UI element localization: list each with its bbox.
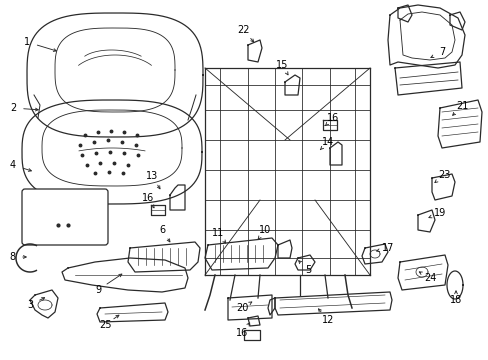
Text: 7: 7 [438, 47, 444, 57]
Text: 16: 16 [326, 113, 339, 123]
Text: 9: 9 [95, 285, 101, 295]
Polygon shape [97, 303, 168, 322]
Text: 25: 25 [99, 320, 111, 330]
Text: 22: 22 [237, 25, 250, 35]
Polygon shape [323, 120, 336, 130]
Polygon shape [361, 244, 387, 264]
Text: 16: 16 [142, 193, 154, 203]
Polygon shape [437, 100, 481, 148]
Polygon shape [417, 210, 434, 232]
Polygon shape [227, 295, 271, 320]
Text: 16: 16 [235, 328, 247, 338]
Text: 3: 3 [27, 300, 33, 310]
Polygon shape [200, 65, 374, 285]
Polygon shape [278, 240, 291, 258]
Text: 8: 8 [9, 252, 15, 262]
Polygon shape [128, 242, 200, 272]
Polygon shape [397, 5, 411, 22]
Text: 21: 21 [455, 101, 467, 111]
Text: 2: 2 [10, 103, 16, 113]
Polygon shape [294, 255, 314, 270]
Polygon shape [22, 100, 202, 204]
Polygon shape [274, 292, 391, 315]
Polygon shape [27, 13, 203, 137]
Polygon shape [285, 75, 299, 95]
Polygon shape [62, 258, 187, 292]
Polygon shape [247, 316, 260, 326]
Polygon shape [449, 12, 464, 30]
Text: 17: 17 [381, 243, 393, 253]
Text: 12: 12 [321, 315, 333, 325]
FancyBboxPatch shape [22, 189, 108, 245]
Polygon shape [151, 205, 164, 215]
Polygon shape [244, 330, 260, 340]
Polygon shape [329, 142, 341, 165]
Text: 23: 23 [437, 170, 449, 180]
Text: 24: 24 [423, 273, 435, 283]
Polygon shape [394, 62, 461, 95]
Text: 19: 19 [433, 208, 445, 218]
Polygon shape [247, 40, 262, 62]
Text: 14: 14 [321, 137, 333, 147]
Polygon shape [267, 298, 274, 315]
Text: 6: 6 [159, 225, 165, 235]
Text: 5: 5 [304, 265, 310, 275]
Text: 1: 1 [24, 37, 30, 47]
Polygon shape [446, 271, 462, 299]
Polygon shape [170, 185, 184, 210]
Text: 11: 11 [211, 228, 224, 238]
Text: 15: 15 [275, 60, 287, 70]
Polygon shape [190, 58, 379, 282]
Text: 13: 13 [145, 171, 158, 181]
Polygon shape [30, 290, 58, 318]
Text: 20: 20 [235, 303, 248, 313]
Text: 18: 18 [449, 295, 461, 305]
Polygon shape [431, 174, 454, 200]
Text: 4: 4 [10, 160, 16, 170]
Polygon shape [387, 5, 464, 68]
Polygon shape [204, 238, 278, 270]
Polygon shape [397, 255, 447, 290]
Text: 10: 10 [258, 225, 270, 235]
